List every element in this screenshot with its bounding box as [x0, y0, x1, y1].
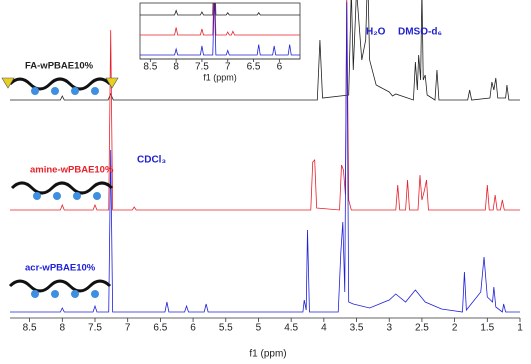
molecule-acr: [8, 279, 112, 298]
series-label: amine-wPBAE10%: [30, 165, 114, 176]
main-plot: 8.5 8 7.5 7 6.5 6 5.5 5 4.5 4 3.5 3 2.5 2 1.5 1 f1 (ppm): [10, 0, 523, 360]
annotation: H₂O: [366, 27, 386, 38]
molecule-fa: [1, 77, 119, 95]
x-tick-label: 7.5: [195, 62, 209, 73]
annotation: CDCl₃: [137, 155, 166, 166]
spectrum-line: [140, 3, 300, 16]
annotation: DMSO-d₆: [398, 27, 442, 38]
x-tick-label: 8: [173, 62, 179, 73]
x-tick-label: 1: [517, 323, 523, 334]
x-tick-label: 6.5: [153, 323, 167, 334]
x-axis-label: f1 (ppm): [249, 349, 286, 360]
inset-axis: 8.5 8 7.5 7 6.5 6 f1 (ppm): [140, 58, 300, 82]
x-tick-label: 4: [321, 323, 327, 334]
x-tick-label: 2: [452, 323, 458, 334]
x-tick-label: 4.5: [284, 323, 298, 334]
spectrum-line: [140, 3, 300, 36]
x-axis-label: f1 (ppm): [203, 72, 237, 82]
x-tick-label: 6: [190, 323, 196, 334]
inset-frame: [139, 2, 301, 60]
x-tick-label: 3: [386, 323, 392, 334]
molecule-amine: [10, 181, 114, 200]
x-tick-label: 1.5: [480, 323, 494, 334]
x-tick-label: 5: [256, 323, 262, 334]
spectrum-line: [10, 1, 520, 313]
x-tick-label: 3.5: [350, 323, 364, 334]
series-label: FA-wPBAE10%: [25, 61, 94, 72]
x-tick-label: 6.5: [247, 62, 261, 73]
x-tick-label: 6: [277, 62, 283, 73]
spectrum-line: [10, 0, 520, 101]
x-tick-label: 8.5: [23, 323, 37, 334]
x-tick-label: 8.5: [143, 62, 157, 73]
x-tick-label: 7: [225, 62, 231, 73]
x-tick-label: 7.5: [88, 323, 102, 334]
inset-plot: [140, 3, 300, 56]
x-tick-label: 7: [125, 323, 131, 334]
spectrum-line: [10, 0, 520, 211]
spectrum-line: [140, 3, 300, 56]
x-tick-label: 8: [60, 323, 66, 334]
x-tick-label: 5.5: [219, 323, 233, 334]
x-tick-label: 2.5: [415, 323, 429, 334]
series-label: acr-wPBAE10%: [25, 263, 96, 274]
